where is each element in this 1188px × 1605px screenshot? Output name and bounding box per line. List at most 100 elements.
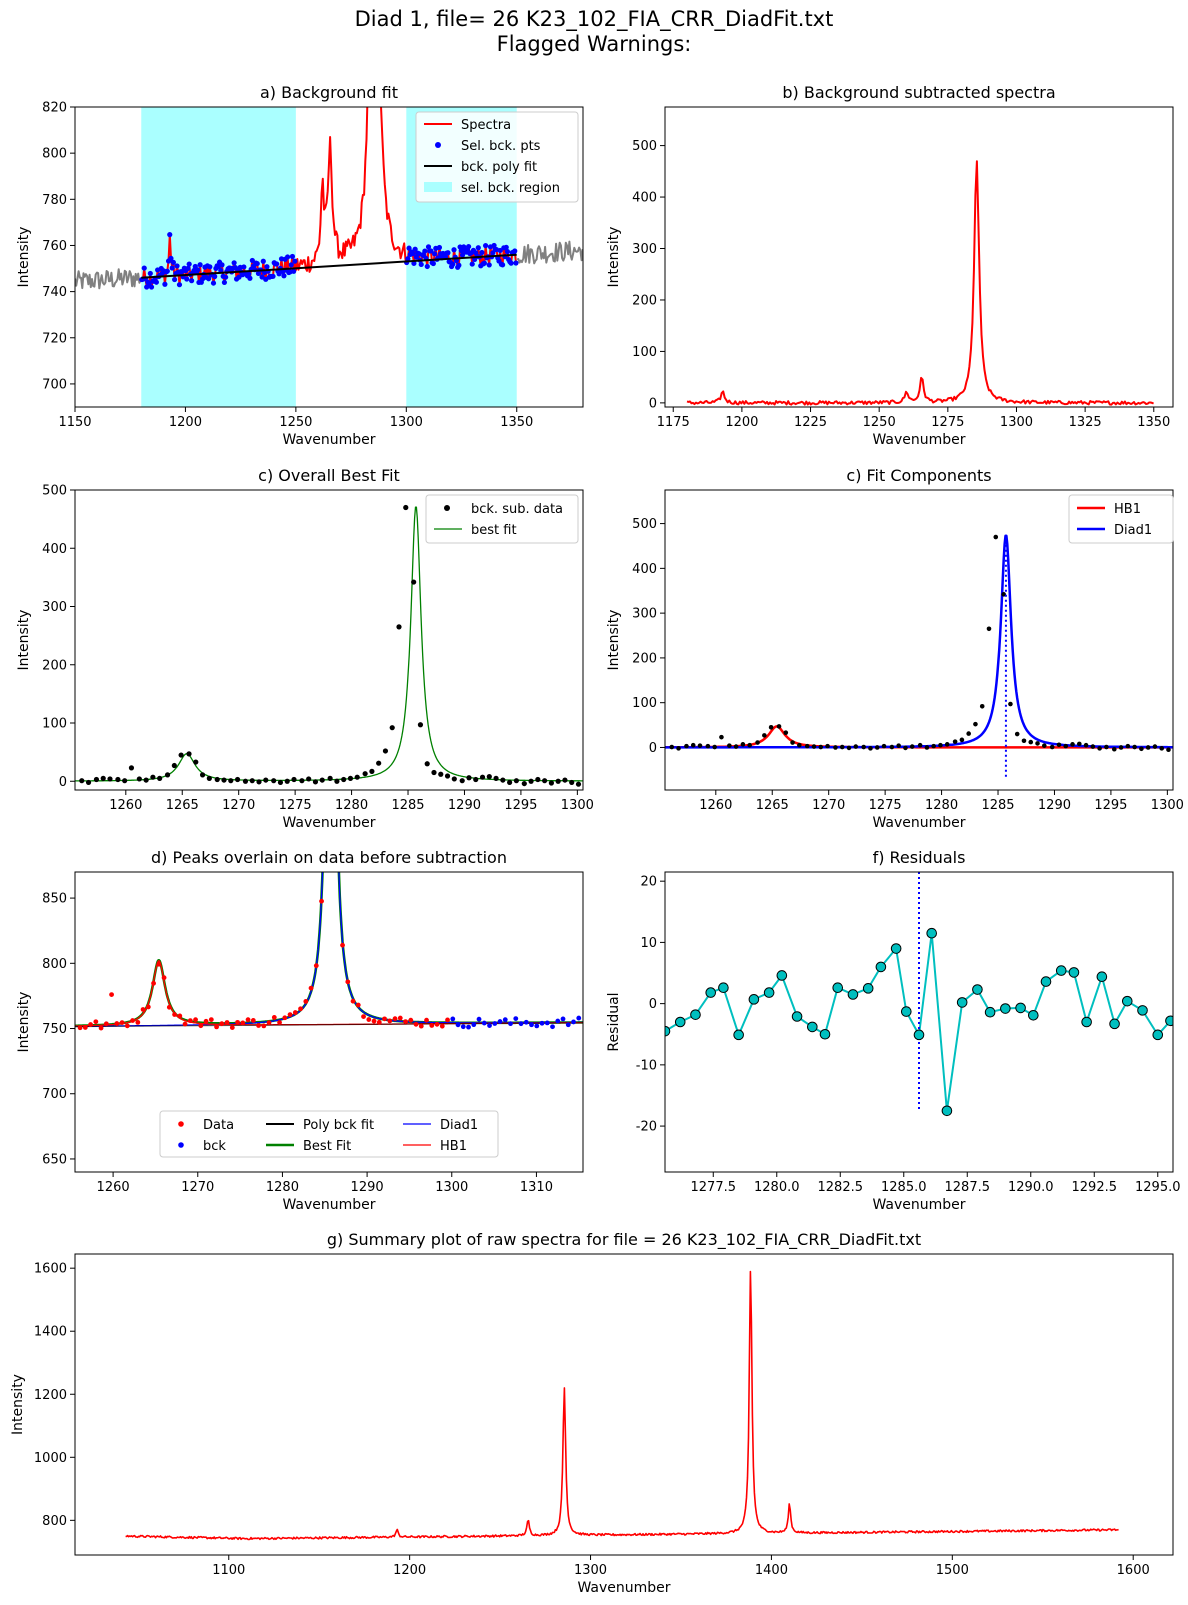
residual-point [862,983,874,994]
x-tick-label: 1200 [393,1563,426,1578]
data-point [944,742,950,747]
residual-point [733,1029,744,1041]
data-point [389,725,395,731]
legend-label: best fit [471,523,517,538]
x-tick-label: 1175 [657,415,690,430]
residual-point [690,1009,701,1020]
sel-bck-point [497,247,503,254]
sel-bck-point [410,251,416,257]
x-tick-label: 1225 [794,415,827,430]
data-point [221,777,227,783]
legend-label: Data [203,1118,234,1133]
y-tick-label: 300 [632,607,657,622]
sel-bck-point [445,250,451,256]
data-point [249,778,255,784]
sel-bck-point [223,274,229,280]
data-point [119,1020,125,1026]
data-point [676,746,681,751]
data-point [124,1023,130,1029]
y-tick-label: 1600 [34,1262,67,1277]
data-point [513,778,519,784]
data-point [445,1017,450,1023]
x-tick-label: 1100 [212,1563,245,1578]
x-tick-label: 1270 [222,798,255,813]
data-point [245,1017,251,1023]
data-point [1028,739,1034,745]
data-point [408,1017,414,1023]
residual-point [847,989,859,1000]
sel-bck-point [292,258,298,264]
data-point [366,1017,372,1022]
x-tick-label: 1290.0 [1008,1180,1054,1195]
data-point [157,775,163,781]
residual-point [819,1028,831,1040]
data-point [825,743,830,749]
y-tick-label: 700 [42,1087,67,1102]
y-tick-label: 100 [632,345,657,360]
data-point [459,778,465,784]
data-point [109,992,114,998]
residual-point [791,1011,803,1022]
y-tick-label: 1400 [34,1325,67,1340]
sel-bck-point [500,262,506,268]
x-tick-label: 1200 [725,415,758,430]
x-tick-label: 1260 [109,798,142,813]
data-point [1104,744,1109,750]
data-point [214,776,220,783]
data-point [903,745,908,751]
residual-point [941,1105,953,1117]
x-axis-label: Wavenumber [282,1197,375,1213]
data-point [853,744,859,749]
data-point [266,1020,272,1026]
x-tick-label: 1400 [755,1563,788,1578]
x-tick-label: 1300 [561,798,594,813]
sel-bck-point [422,248,428,254]
x-tick-label: 1250 [279,415,312,430]
bck-region [141,107,296,407]
legend-swatch-sel-pts [435,142,441,148]
data-point [790,740,795,745]
residual-point [1137,1005,1148,1016]
x-tick-label: 1280 [266,1180,299,1195]
y-axis-label: Residual [606,992,622,1051]
data-point [542,778,548,784]
data-point [1090,744,1096,749]
sel-bck-point [512,248,518,254]
data-point [833,745,838,750]
y-axis-label: Intensity [10,1374,26,1435]
data-point [705,743,711,749]
sel-bck-point [172,276,178,283]
x-tick-label: 1310 [520,1180,553,1195]
x-tick-label: 1275 [869,798,902,813]
sel-bck-point [221,279,228,286]
data-point [193,759,199,765]
y-tick-label: 400 [632,562,657,577]
sel-bck-point [451,247,457,253]
data-point [733,744,739,749]
data-point [507,779,513,786]
x-tick-label: 1300 [435,1180,468,1195]
sel-bck-point [475,245,481,251]
sel-bck-point [291,268,297,274]
data-point [811,744,817,749]
data-point [313,963,319,969]
sel-bck-point [162,281,168,287]
data-point [429,1023,435,1028]
data-point [362,771,368,777]
sel-bck-point [153,279,159,285]
plot-area-c1 [75,504,583,787]
bck-point [487,1023,492,1028]
data-point [228,778,234,784]
x-tick-label: 1350 [500,415,533,430]
data-point [528,778,534,784]
y-axis-label: Intensity [16,610,32,671]
data-point [140,1007,146,1012]
bck-point [550,1024,555,1030]
sel-bck-point [197,262,203,268]
data-point [747,742,752,748]
x-tick-label: 1200 [169,415,202,430]
bck-point [508,1021,513,1027]
chart-g: 1100 1200 1300 1400 1500 1600 800 1000 1200 1400 1… [10,1230,1174,1596]
data-point [431,769,437,776]
residual-point [984,1006,996,1018]
